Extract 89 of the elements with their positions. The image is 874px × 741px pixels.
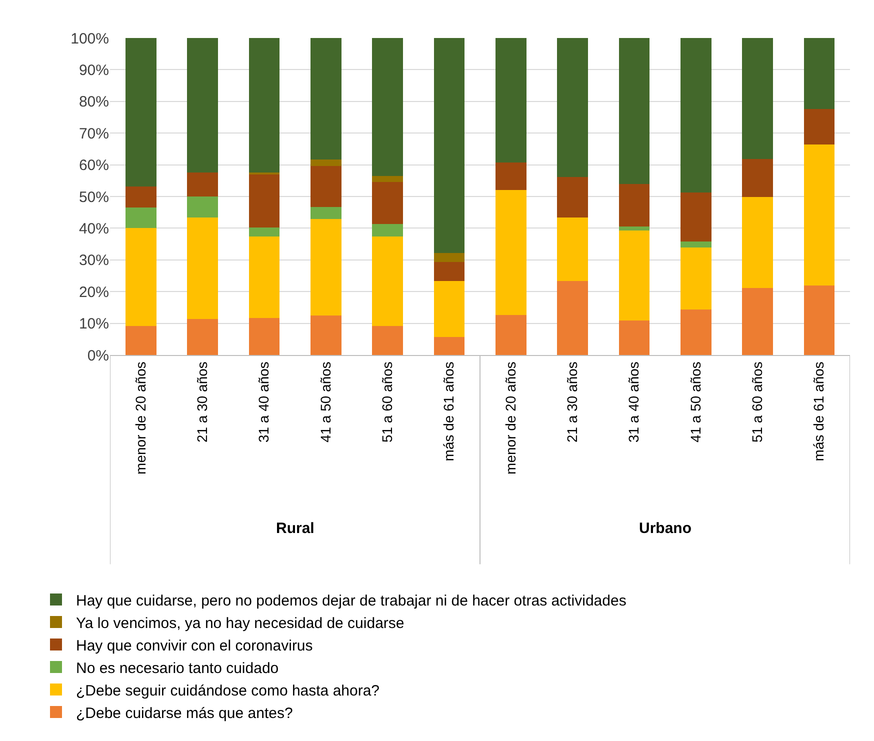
legend-label: ¿Debe seguir cuidándose como hasta ahora? xyxy=(76,682,380,700)
legend-label: Hay que convivir con el coronavirus xyxy=(76,637,313,654)
bar xyxy=(125,207,156,228)
bar xyxy=(310,160,342,166)
bar xyxy=(310,219,342,316)
bar xyxy=(310,206,342,220)
bar xyxy=(434,253,465,262)
bar xyxy=(680,248,712,310)
legend-label: No es necesario tanto cuidado xyxy=(76,660,279,677)
bar xyxy=(372,182,403,224)
bar xyxy=(310,166,342,207)
bar xyxy=(680,242,712,248)
x-tick-label: menor de 20 años xyxy=(502,362,518,474)
bar xyxy=(434,336,465,355)
bar xyxy=(495,190,526,316)
bar xyxy=(434,281,465,337)
x-tick-label: 41 a 50 años xyxy=(687,362,704,443)
bar xyxy=(248,174,280,228)
y-tick-label: 30% xyxy=(78,252,109,270)
y-tick-label: 50% xyxy=(78,188,109,206)
text: Urbano xyxy=(639,520,692,537)
bar xyxy=(248,228,280,236)
legend-label: ¿Debe cuidarse más que antes? xyxy=(76,704,293,722)
bar xyxy=(434,262,465,282)
bar xyxy=(804,144,835,286)
x-tick-label: 21 a 30 años xyxy=(194,362,210,443)
bar xyxy=(804,38,835,110)
bar xyxy=(187,196,218,218)
bar xyxy=(557,217,588,282)
x-tick-label: 21 a 30 años xyxy=(564,362,580,443)
bar xyxy=(495,162,526,190)
x-tick-label: más de 61 años xyxy=(440,362,457,462)
bar xyxy=(495,38,526,162)
y-tick-label: 0% xyxy=(87,347,109,364)
text: Rural xyxy=(276,520,314,537)
bar xyxy=(618,38,650,184)
bar xyxy=(680,192,712,242)
bar xyxy=(618,230,650,320)
legend-label: Hay que cuidarse, pero no podemos dejar de trabajar ni de hacer otras actividades xyxy=(76,592,626,610)
bar xyxy=(187,217,218,320)
bar xyxy=(372,38,403,176)
y-tick-label: 20% xyxy=(78,284,109,301)
bar xyxy=(187,319,218,355)
bar xyxy=(742,288,773,355)
bar xyxy=(804,109,835,145)
y-tick-label: 90% xyxy=(78,62,109,79)
bar xyxy=(557,38,588,178)
bar xyxy=(372,176,403,182)
bar xyxy=(495,315,526,355)
bar xyxy=(248,38,280,172)
x-tick-label: 31 a 40 años xyxy=(626,362,642,443)
bar xyxy=(680,38,712,192)
bar xyxy=(434,38,465,254)
bar xyxy=(557,281,588,355)
bar xyxy=(618,226,650,230)
bar xyxy=(248,318,280,355)
bar xyxy=(125,326,156,355)
bar xyxy=(742,38,773,159)
bar xyxy=(618,184,650,226)
y-tick-label: 100% xyxy=(70,30,109,48)
x-tick-label: menor de 20 años xyxy=(132,362,148,474)
bar xyxy=(557,177,588,218)
y-tick-label: 10% xyxy=(78,316,109,333)
bar xyxy=(372,326,403,355)
bar xyxy=(618,320,650,355)
x-tick-label: 31 a 40 años xyxy=(256,362,272,443)
y-tick-label: 80% xyxy=(78,94,109,111)
bar xyxy=(310,316,342,355)
bar xyxy=(310,38,342,160)
bar xyxy=(248,236,280,318)
y-tick-label: 70% xyxy=(78,125,109,142)
bar xyxy=(125,186,156,208)
x-tick-label: 51 a 60 años xyxy=(749,362,766,443)
bar xyxy=(372,236,403,326)
x-tick-label: 41 a 50 años xyxy=(317,362,334,443)
y-tick-label: 60% xyxy=(78,157,109,174)
bar xyxy=(680,310,712,355)
bar xyxy=(742,158,773,197)
bar xyxy=(125,228,156,326)
bar xyxy=(125,38,156,187)
legend-label: Ya lo vencimos, ya no hay necesidad de cuidarse xyxy=(76,614,404,632)
bar xyxy=(804,285,835,355)
bar xyxy=(187,38,218,172)
x-tick-label: 51 a 60 años xyxy=(379,362,396,443)
bar xyxy=(742,196,773,288)
y-tick-label: 40% xyxy=(78,220,109,238)
bar xyxy=(187,172,218,196)
x-tick-label: más de 61 años xyxy=(810,362,827,462)
bar xyxy=(372,224,403,236)
